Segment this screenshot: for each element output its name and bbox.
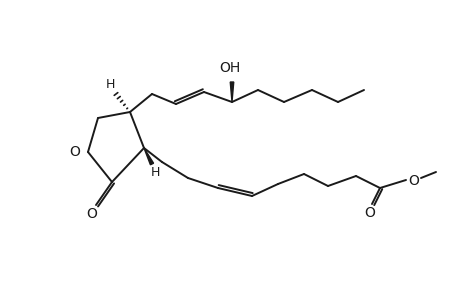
Polygon shape <box>230 82 233 102</box>
Text: O: O <box>364 206 375 220</box>
Text: O: O <box>86 207 97 221</box>
Text: OH: OH <box>219 61 240 75</box>
Text: H: H <box>105 77 114 91</box>
Text: O: O <box>69 145 80 159</box>
Text: O: O <box>408 174 419 188</box>
Text: H: H <box>150 166 159 178</box>
Polygon shape <box>144 148 153 165</box>
